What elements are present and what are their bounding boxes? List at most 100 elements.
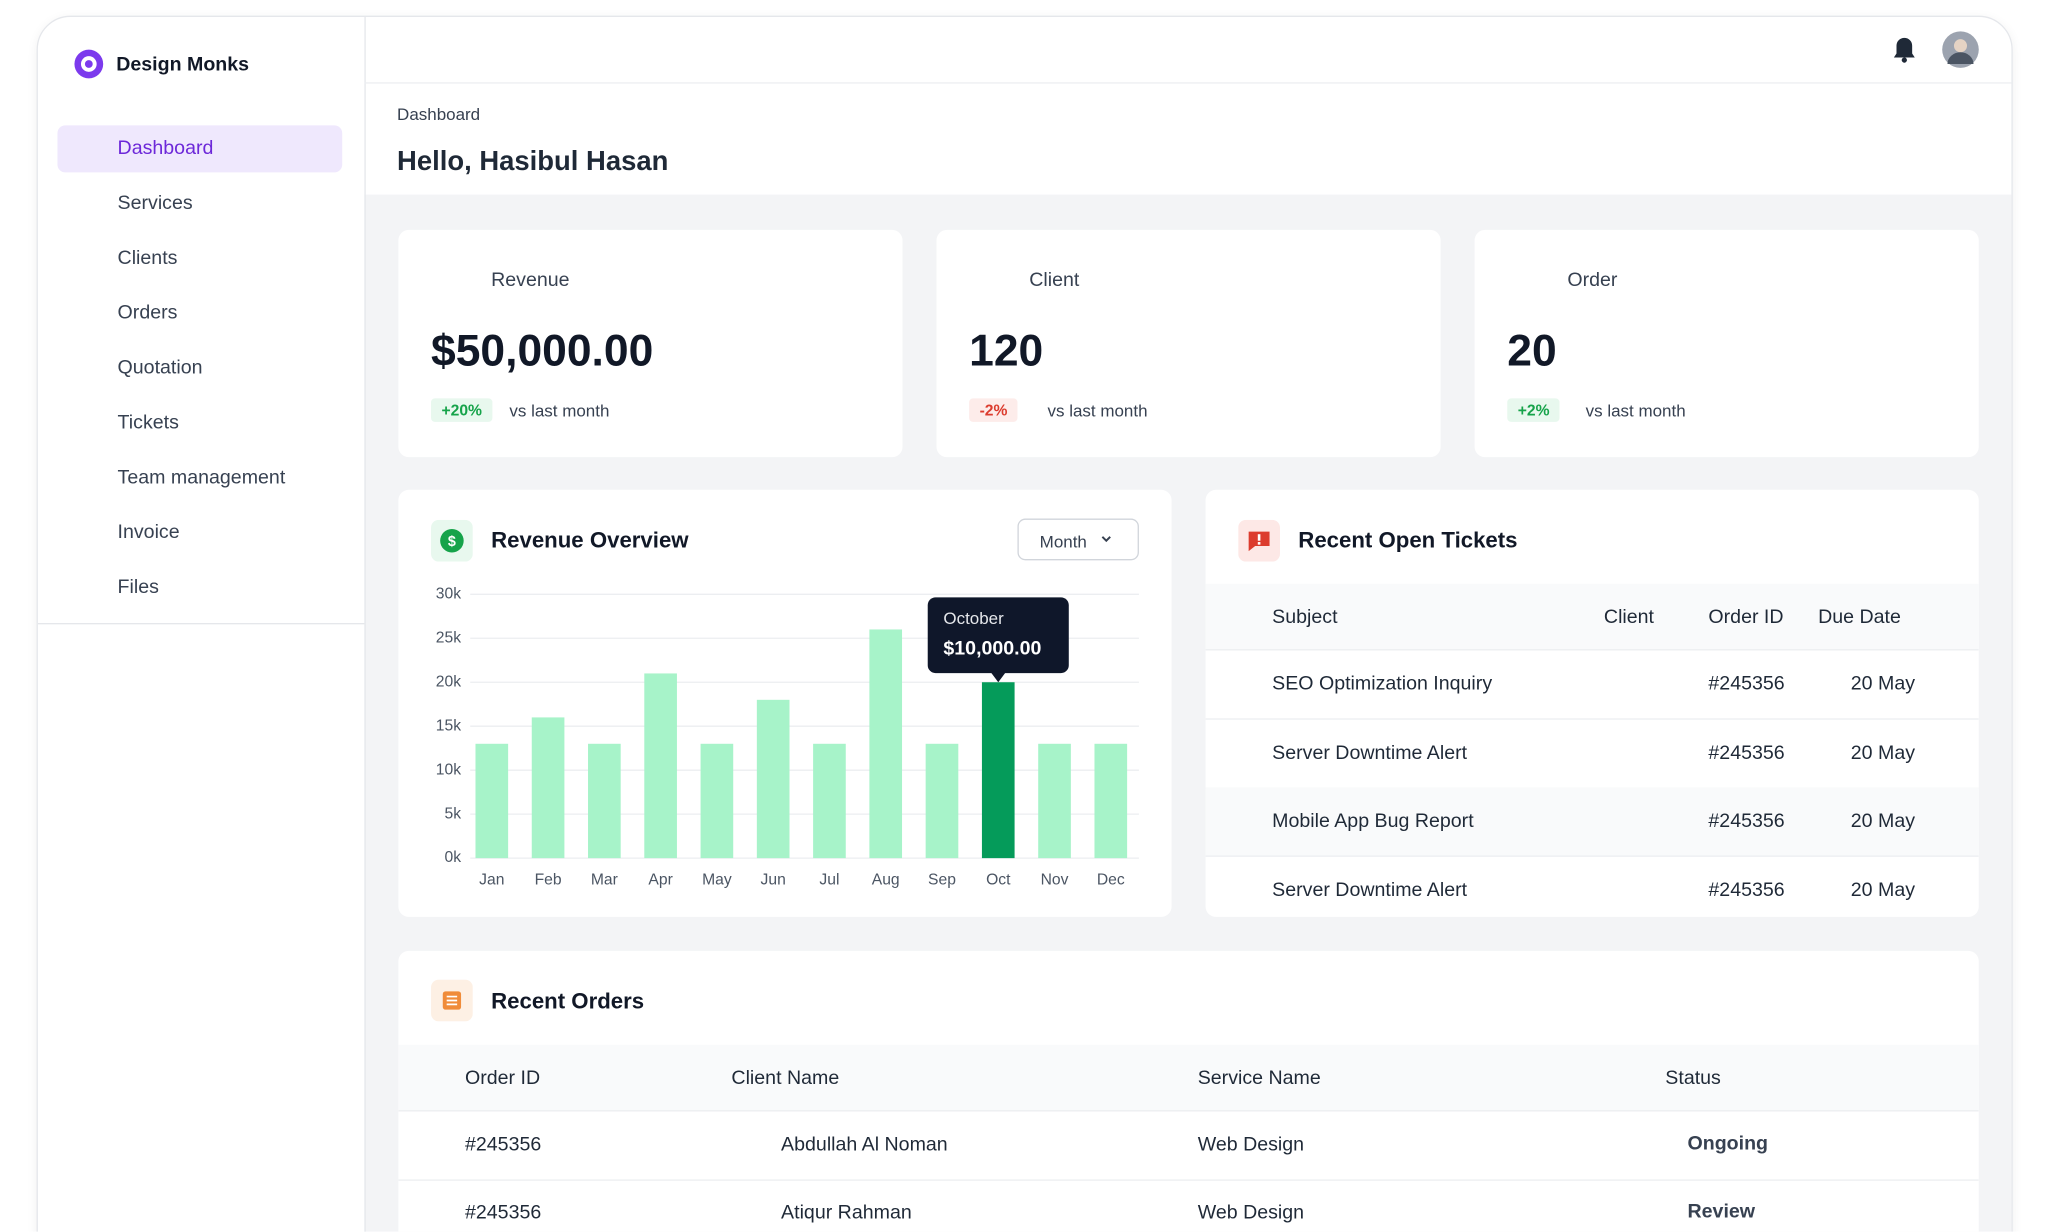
stat-value: $50,000.00: [431, 326, 654, 377]
tooltip-box: [927, 597, 1069, 674]
orders-card: Recent Orders Order ID Client Name Service…: [398, 950, 1979, 1232]
bar: [756, 699, 790, 859]
ticket-order-id: #245356: [1708, 672, 1785, 695]
tooltip-text: $10,000.00: [943, 638, 1041, 660]
stat-change: +20%: [431, 398, 493, 422]
sidebar-border: [364, 16, 366, 1232]
bell-icon[interactable]: [1891, 35, 1917, 64]
stat-change: +2%: [1507, 398, 1560, 422]
y-tick-label: 5k: [445, 805, 462, 822]
tickets-icon: [1238, 519, 1280, 562]
x-tick-label: Nov: [1041, 871, 1069, 888]
column-header: Order ID: [1708, 606, 1784, 629]
x-tick-label: Oct: [986, 871, 1011, 888]
column-header: Client Name: [731, 1067, 840, 1090]
row-border: [398, 1179, 1979, 1181]
ticket-order-id: #245356: [1708, 878, 1785, 901]
row-border: [1205, 855, 1979, 857]
stat-label: Revenue: [491, 269, 570, 292]
bar: [981, 682, 1015, 859]
nav-item[interactable]: Tickets: [117, 411, 179, 434]
x-tick-label: Jul: [819, 871, 839, 888]
tooltip-title: October: [943, 609, 1004, 628]
nav-item[interactable]: Quotation: [117, 356, 203, 379]
row-highlight: [1205, 787, 1979, 856]
bar: [1038, 743, 1071, 859]
ticket-due: 20 May: [1850, 809, 1916, 832]
greeting: Hello, Hasibul Hasan: [397, 146, 669, 177]
nav-item[interactable]: Clients: [117, 246, 178, 270]
order-service: Web Design: [1197, 1133, 1305, 1156]
svg-text:$: $: [448, 534, 456, 550]
bar: [475, 743, 509, 859]
chevron: [1101, 536, 1111, 543]
nav-item[interactable]: Dashboard: [117, 137, 214, 160]
y-tick-label: 20k: [436, 673, 461, 690]
nav-item[interactable]: Services: [117, 191, 193, 215]
sidebar-divider: [37, 623, 365, 625]
ticket-due: 20 May: [1850, 672, 1916, 695]
x-tick-label: Dec: [1097, 871, 1125, 888]
bar: [531, 717, 565, 859]
ticket-due: 20 May: [1850, 878, 1916, 901]
stat-note: vs last month: [1585, 400, 1686, 421]
ticket-subject: Mobile App Bug Report: [1272, 809, 1474, 832]
column-header: Status: [1665, 1067, 1721, 1090]
bar: [869, 629, 903, 859]
bar: [925, 743, 959, 859]
nav-item[interactable]: Files: [117, 575, 159, 599]
x-tick-label: Apr: [648, 871, 672, 888]
stat-card: Revenue $50,000.00 +20% vs last month: [398, 229, 903, 458]
column-header: Client: [1603, 606, 1655, 629]
ticket-order-id: #245356: [1708, 741, 1785, 764]
ticket-order-id: #245356: [1708, 809, 1785, 832]
order-status: Ongoing: [1687, 1132, 1769, 1155]
stat-label: Order: [1567, 269, 1618, 292]
orders-header: [398, 1044, 1979, 1112]
stat-note: vs last month: [509, 400, 610, 421]
column-header: Subject: [1272, 606, 1338, 629]
tooltip-pointer: [990, 671, 1007, 683]
dropdown-label: Month: [1039, 531, 1087, 552]
x-tick-label: Jun: [761, 871, 786, 888]
bar: [813, 743, 846, 859]
x-tick-label: Jan: [479, 871, 504, 888]
y-tick-label: 0k: [445, 849, 462, 866]
column-header: Service Name: [1197, 1067, 1321, 1090]
bar-chart: 0k 5k 10k 15k 20k 25k 30k Jan Feb Mar Apr May Jun Jul…: [436, 585, 1139, 888]
bar: [644, 673, 677, 859]
y-tick-label: 30k: [436, 585, 461, 602]
stat-change: -2%: [969, 398, 1018, 422]
bar: [700, 743, 734, 859]
stat-value: 20: [1507, 326, 1557, 377]
stat-card: Order 20 +2% vs last month: [1474, 229, 1979, 458]
orders-icon: [431, 979, 473, 1022]
tickets-header: [1205, 583, 1979, 651]
nav-item[interactable]: Invoice: [117, 521, 180, 544]
bar: [1094, 743, 1128, 859]
tickets-title: Recent Open Tickets: [1298, 527, 1518, 553]
user-avatar[interactable]: [1941, 30, 1980, 69]
stat-card: Client 120 -2% vs last month: [936, 229, 1441, 458]
stat-value: 120: [969, 326, 1044, 377]
bar: [588, 743, 621, 859]
nav-item[interactable]: Orders: [117, 301, 178, 324]
tickets-card: Recent Open Tickets Subject Client Order I…: [1205, 489, 1979, 917]
ticket-subject: Server Downtime Alert: [1272, 878, 1468, 901]
order-id: #245356: [464, 1201, 542, 1224]
ticket-subject: Server Downtime Alert: [1272, 741, 1468, 764]
ticket-subject: SEO Optimization Inquiry: [1272, 672, 1493, 695]
nav-active-bg: [57, 125, 343, 173]
x-tick-label: Sep: [928, 871, 956, 888]
column-header: Order ID: [464, 1067, 541, 1090]
breadcrumb: Dashboard: [397, 104, 481, 125]
stat-label: Client: [1029, 269, 1080, 292]
order-client: Abdullah Al Noman: [781, 1133, 948, 1156]
nav-item[interactable]: Team management: [117, 466, 286, 489]
order-id: #245356: [464, 1133, 542, 1156]
stat-note: vs last month: [1047, 400, 1148, 421]
x-tick-label: Mar: [591, 871, 618, 888]
period-dropdown[interactable]: Month: [1017, 518, 1139, 561]
